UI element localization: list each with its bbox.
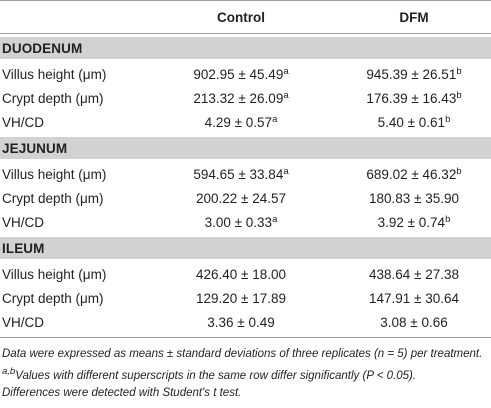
dfm-superscript: b — [456, 65, 462, 77]
control-value-cell: 594.65 ± 33.84a — [145, 165, 337, 182]
control-superscript: a — [283, 65, 289, 77]
footnote-means: Data were expressed as means ± standard … — [2, 348, 483, 360]
control-value: 594.65 ± 33.84 — [193, 166, 284, 182]
dfm-value-cell: 3.92 ± 0.74b — [337, 213, 491, 230]
table-row: Villus height (μm) 902.95 ± 45.49a 945.39 … — [0, 62, 491, 86]
row-label: VH/CD — [2, 314, 45, 330]
row-label: Villus height (μm) — [2, 166, 107, 182]
table-row: Villus height (μm) 426.40 ± 18.00 438.64 ±… — [0, 262, 491, 286]
table-row: VH/CD 3.36 ± 0.49 3.08 ± 0.66 — [0, 310, 491, 334]
control-superscript: a — [283, 89, 289, 101]
row-label: Villus height (μm) — [2, 266, 107, 282]
row-label: VH/CD — [2, 214, 45, 230]
control-value: 4.29 ± 0.57 — [204, 114, 273, 130]
footnotes: Data were expressed as means ± standard … — [0, 346, 491, 402]
footnote-test: Differences were detected with Student's… — [2, 387, 242, 399]
row-label: Villus height (μm) — [2, 66, 107, 82]
control-value-cell: 200.22 ± 24.57 — [145, 191, 337, 206]
table-row: Crypt depth (μm) 200.22 ± 24.57 180.83 ± 3… — [0, 186, 491, 210]
dfm-value: 689.02 ± 46.32 — [366, 166, 457, 182]
control-value-cell: 3.36 ± 0.49 — [145, 315, 337, 330]
control-value-cell: 4.29 ± 0.57a — [145, 113, 337, 130]
dfm-value-cell: 689.02 ± 46.32b — [337, 165, 491, 182]
dfm-superscript: b — [445, 213, 451, 225]
row-label: Crypt depth (μm) — [2, 90, 104, 106]
section-header: JEJUNUM — [0, 137, 491, 159]
table-row: Crypt depth (μm) 129.20 ± 17.89 147.91 ± 3… — [0, 286, 491, 310]
control-superscript: a — [283, 165, 289, 177]
control-superscript: a — [272, 213, 278, 225]
dfm-value: 5.40 ± 0.61 — [377, 114, 446, 130]
row-label: VH/CD — [2, 114, 45, 130]
control-value: 426.40 ± 18.00 — [196, 266, 286, 282]
table-header-row: Control DFM — [0, 0, 491, 34]
dfm-value: 176.39 ± 16.43 — [366, 90, 457, 106]
control-value: 129.20 ± 17.89 — [196, 290, 286, 306]
dfm-value: 438.64 ± 27.38 — [369, 266, 459, 282]
header-dfm: DFM — [399, 9, 429, 25]
table-bottom-rule — [0, 337, 491, 338]
section-header: DUODENUM — [0, 37, 491, 59]
control-value-cell: 426.40 ± 18.00 — [145, 267, 337, 282]
control-value-cell: 213.32 ± 26.09a — [145, 89, 337, 106]
dfm-value-cell: 147.91 ± 30.64 — [337, 291, 491, 306]
control-value-cell: 3.00 ± 0.33a — [145, 213, 337, 230]
table-row: VH/CD 3.00 ± 0.33a 3.92 ± 0.74b — [0, 210, 491, 234]
dfm-value-cell: 945.39 ± 26.51b — [337, 65, 491, 82]
control-value: 3.36 ± 0.49 — [207, 314, 275, 330]
footnote-significance: a,bValues with different superscripts in… — [2, 366, 487, 385]
dfm-value-cell: 180.83 ± 35.90 — [337, 191, 491, 206]
table-row: Crypt depth (μm) 213.32 ± 26.09a 176.39 ± … — [0, 86, 491, 110]
section-header: ILEUM — [0, 237, 491, 259]
dfm-value-cell: 176.39 ± 16.43b — [337, 89, 491, 106]
footnote-superscript: a,b — [2, 366, 16, 377]
dfm-value: 945.39 ± 26.51 — [366, 66, 457, 82]
footnote-significance-text: Values with different superscripts in th… — [15, 370, 417, 382]
control-value: 200.22 ± 24.57 — [196, 190, 286, 206]
control-superscript: a — [272, 113, 278, 125]
row-label: Crypt depth (μm) — [2, 290, 104, 306]
control-value: 3.00 ± 0.33 — [204, 214, 273, 230]
dfm-value-cell: 438.64 ± 27.38 — [337, 267, 491, 282]
dfm-value: 3.92 ± 0.74 — [377, 214, 446, 230]
control-value: 213.32 ± 26.09 — [193, 90, 284, 106]
dfm-value: 147.91 ± 30.64 — [369, 290, 459, 306]
row-label: Crypt depth (μm) — [2, 190, 104, 206]
header-control: Control — [217, 9, 265, 25]
dfm-value-cell: 5.40 ± 0.61b — [337, 113, 491, 130]
control-value-cell: 902.95 ± 45.49a — [145, 65, 337, 82]
dfm-superscript: b — [445, 113, 451, 125]
control-value: 902.95 ± 45.49 — [193, 66, 284, 82]
dfm-superscript: b — [456, 89, 462, 101]
dfm-value: 180.83 ± 35.90 — [369, 190, 459, 206]
table-row: Villus height (μm) 594.65 ± 33.84a 689.02 … — [0, 162, 491, 186]
table-body: DUODENUM Villus height (μm) 902.95 ± 45.49… — [0, 37, 491, 334]
dfm-value-cell: 3.08 ± 0.66 — [337, 315, 491, 330]
dfm-superscript: b — [456, 165, 462, 177]
table-row: VH/CD 4.29 ± 0.57a 5.40 ± 0.61b — [0, 110, 491, 134]
dfm-value: 3.08 ± 0.66 — [380, 314, 448, 330]
control-value-cell: 129.20 ± 17.89 — [145, 291, 337, 306]
